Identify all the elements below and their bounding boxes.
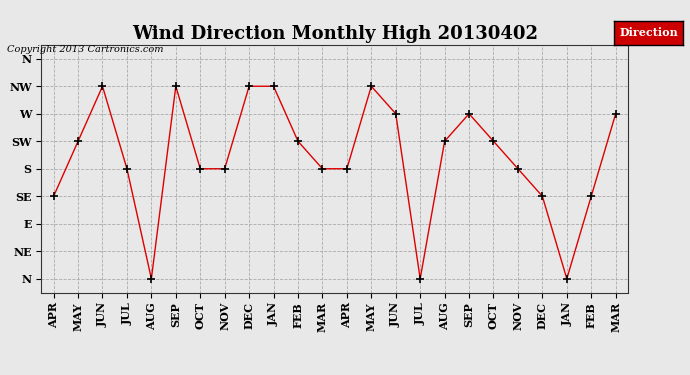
Title: Wind Direction Monthly High 20130402: Wind Direction Monthly High 20130402 [132,26,538,44]
Text: Copyright 2013 Cartronics.com: Copyright 2013 Cartronics.com [7,45,164,54]
Text: Direction: Direction [619,27,678,38]
